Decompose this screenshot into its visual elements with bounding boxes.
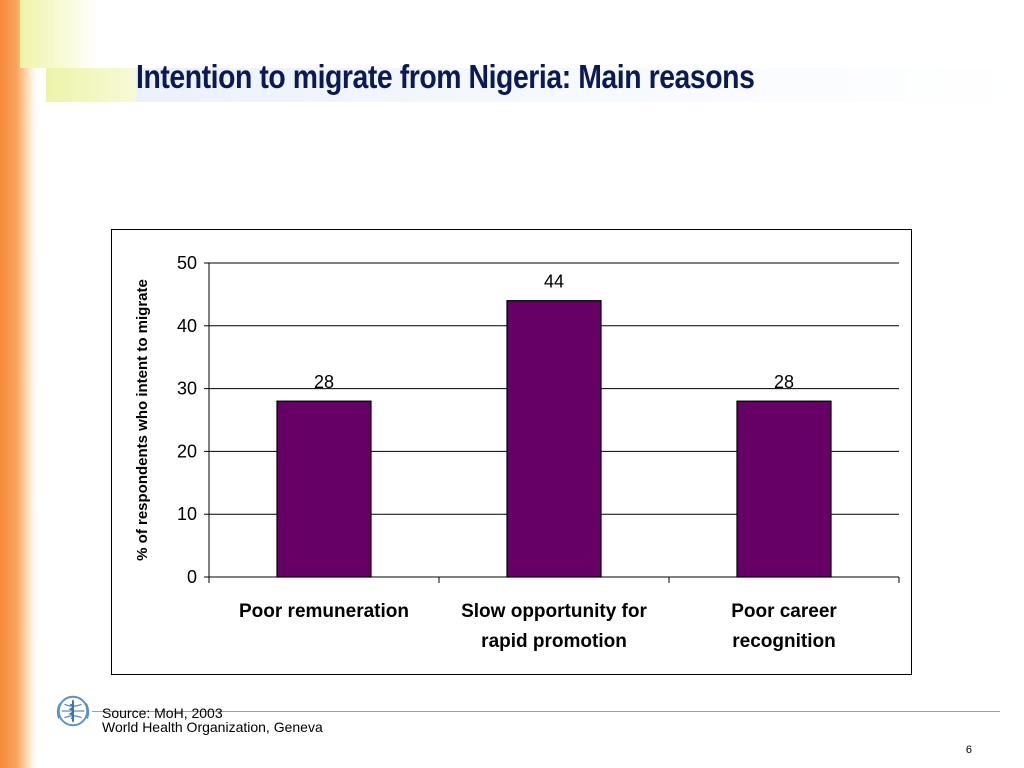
x-category-label: Poor remuneration <box>239 601 409 622</box>
x-category-label: Slow opportunity for <box>461 601 647 622</box>
title-band-accent <box>46 68 136 102</box>
y-tick-label: 0 <box>187 567 197 587</box>
bar <box>276 400 372 578</box>
x-category-label: recognition <box>732 631 835 652</box>
left-decorative-stripe <box>0 0 36 768</box>
y-tick-label: 50 <box>177 253 197 273</box>
slide-title: Intention to migrate from Nigeria: Main … <box>136 58 755 95</box>
data-label: 28 <box>774 372 794 392</box>
bar <box>736 400 832 578</box>
footer-divider <box>92 711 1000 712</box>
bar-chart: 0 10 20 30 40 50 % of respondents who intent t… <box>134 253 900 652</box>
top-decorative-accent <box>20 0 100 68</box>
bar <box>506 300 602 578</box>
y-tick-label: 20 <box>177 441 197 461</box>
data-label: 44 <box>544 272 564 292</box>
y-tick-label: 40 <box>177 316 197 336</box>
who-emblem-icon <box>56 695 90 727</box>
x-category-label: rapid promotion <box>481 631 627 652</box>
y-axis-label: % of respondents who intent to migrate <box>134 279 151 561</box>
data-label: 28 <box>314 372 334 392</box>
y-tick-label: 30 <box>177 379 197 399</box>
title-band <box>46 68 1024 102</box>
x-category-label: Poor career <box>731 601 837 622</box>
organization-footer: World Health Organization, Geneva <box>102 719 323 735</box>
source-note: Source: MoH, 2003 <box>102 705 223 721</box>
y-tick-label: 10 <box>177 504 197 524</box>
page-number: 6 <box>965 744 972 756</box>
